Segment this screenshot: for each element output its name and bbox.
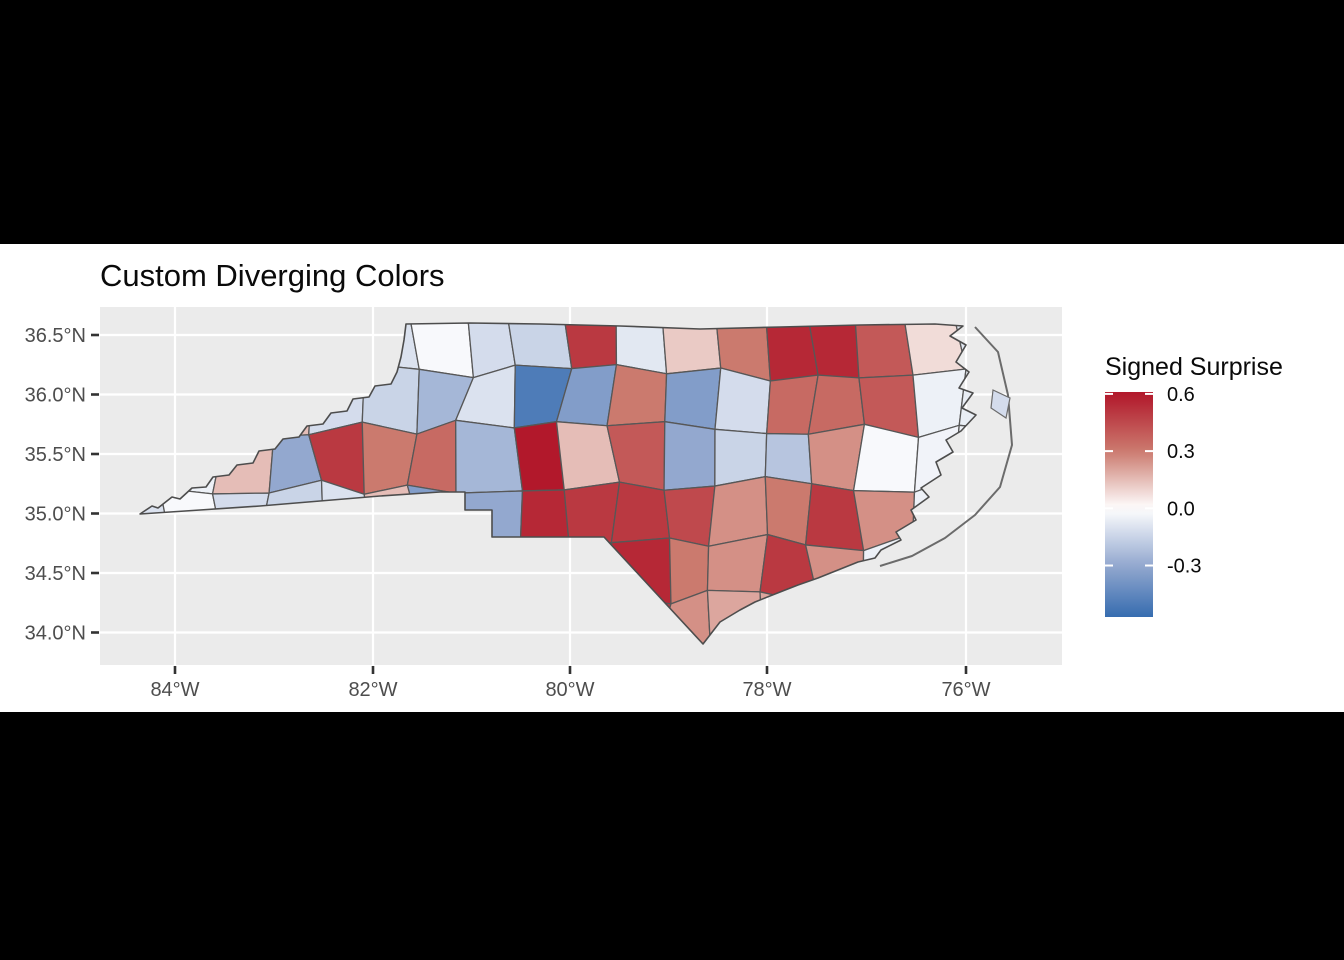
outer-banks-sliver (990, 389, 1011, 419)
y-tick-label: 34.5°N (25, 563, 86, 585)
county-cell (663, 485, 716, 547)
y-tick (91, 631, 99, 634)
letterbox-bottom (0, 712, 1344, 960)
x-tick (371, 666, 375, 674)
legend-title: Signed Surprise (1105, 353, 1283, 381)
y-tick-label: 34.0°N (25, 623, 86, 645)
legend-tick-mark (1105, 450, 1113, 453)
x-tick-label: 80°W (545, 679, 594, 701)
legend-colorbar (1105, 392, 1153, 617)
legend-tick-label: 0.0 (1167, 498, 1195, 520)
legend-tick-mark (1145, 564, 1153, 567)
plot-title: Custom Diverging Colors (100, 258, 445, 293)
county-cell (513, 421, 565, 492)
y-tick-label: 35.5°N (25, 444, 86, 466)
x-tick (568, 666, 572, 674)
legend-ticks: 0.6 0.3 0.0 -0.3 (1105, 384, 1201, 578)
legend-tick-mark (1105, 392, 1113, 395)
x-tick-label: 82°W (348, 679, 397, 701)
county-cell (610, 481, 671, 544)
x-tick-label: 84°W (150, 679, 199, 701)
x-tick-label: 78°W (742, 679, 791, 701)
y-tick (91, 452, 99, 456)
county-cell (664, 367, 722, 430)
legend-tick-mark (1105, 507, 1113, 510)
county-cell (455, 419, 524, 494)
legend-tick-mark (1145, 392, 1153, 395)
outer-banks-line (879, 326, 1013, 567)
legend-tick-label: 0.6 (1167, 384, 1195, 406)
state-outline (139, 322, 977, 645)
y-tick (91, 571, 99, 575)
legend-tick-mark (1105, 564, 1113, 567)
county-cell (764, 475, 813, 546)
y-axis: 36.5°N 36.0°N 35.5°N 35.0°N 34.5°N 34.0°N (25, 325, 99, 645)
x-tick-label: 76°W (941, 679, 990, 701)
county-cell (663, 421, 716, 491)
y-tick-label: 36.5°N (25, 325, 86, 347)
x-tick (964, 666, 968, 674)
county-cell (606, 363, 668, 427)
letterbox-top (0, 0, 1344, 244)
legend-tick-label: -0.3 (1167, 556, 1201, 578)
y-tick-label: 35.0°N (25, 504, 86, 526)
county-cell (519, 489, 570, 545)
y-tick (91, 512, 99, 515)
y-tick (91, 333, 99, 337)
legend-tick-mark (1145, 507, 1153, 510)
legend-tick-label: 0.3 (1167, 441, 1195, 463)
y-tick (91, 393, 99, 396)
x-axis: 84°W 82°W 80°W 78°W 76°W (150, 666, 991, 701)
y-tick-label: 36.0°N (25, 385, 86, 407)
county-cell (852, 423, 920, 493)
x-tick (173, 666, 177, 674)
county-cell (563, 481, 621, 545)
legend: Signed Surprise 0.6 0.3 0.0 -0.3 (1105, 353, 1283, 617)
county-cell (764, 432, 813, 485)
legend-tick-mark (1145, 450, 1153, 453)
x-tick (765, 666, 769, 674)
